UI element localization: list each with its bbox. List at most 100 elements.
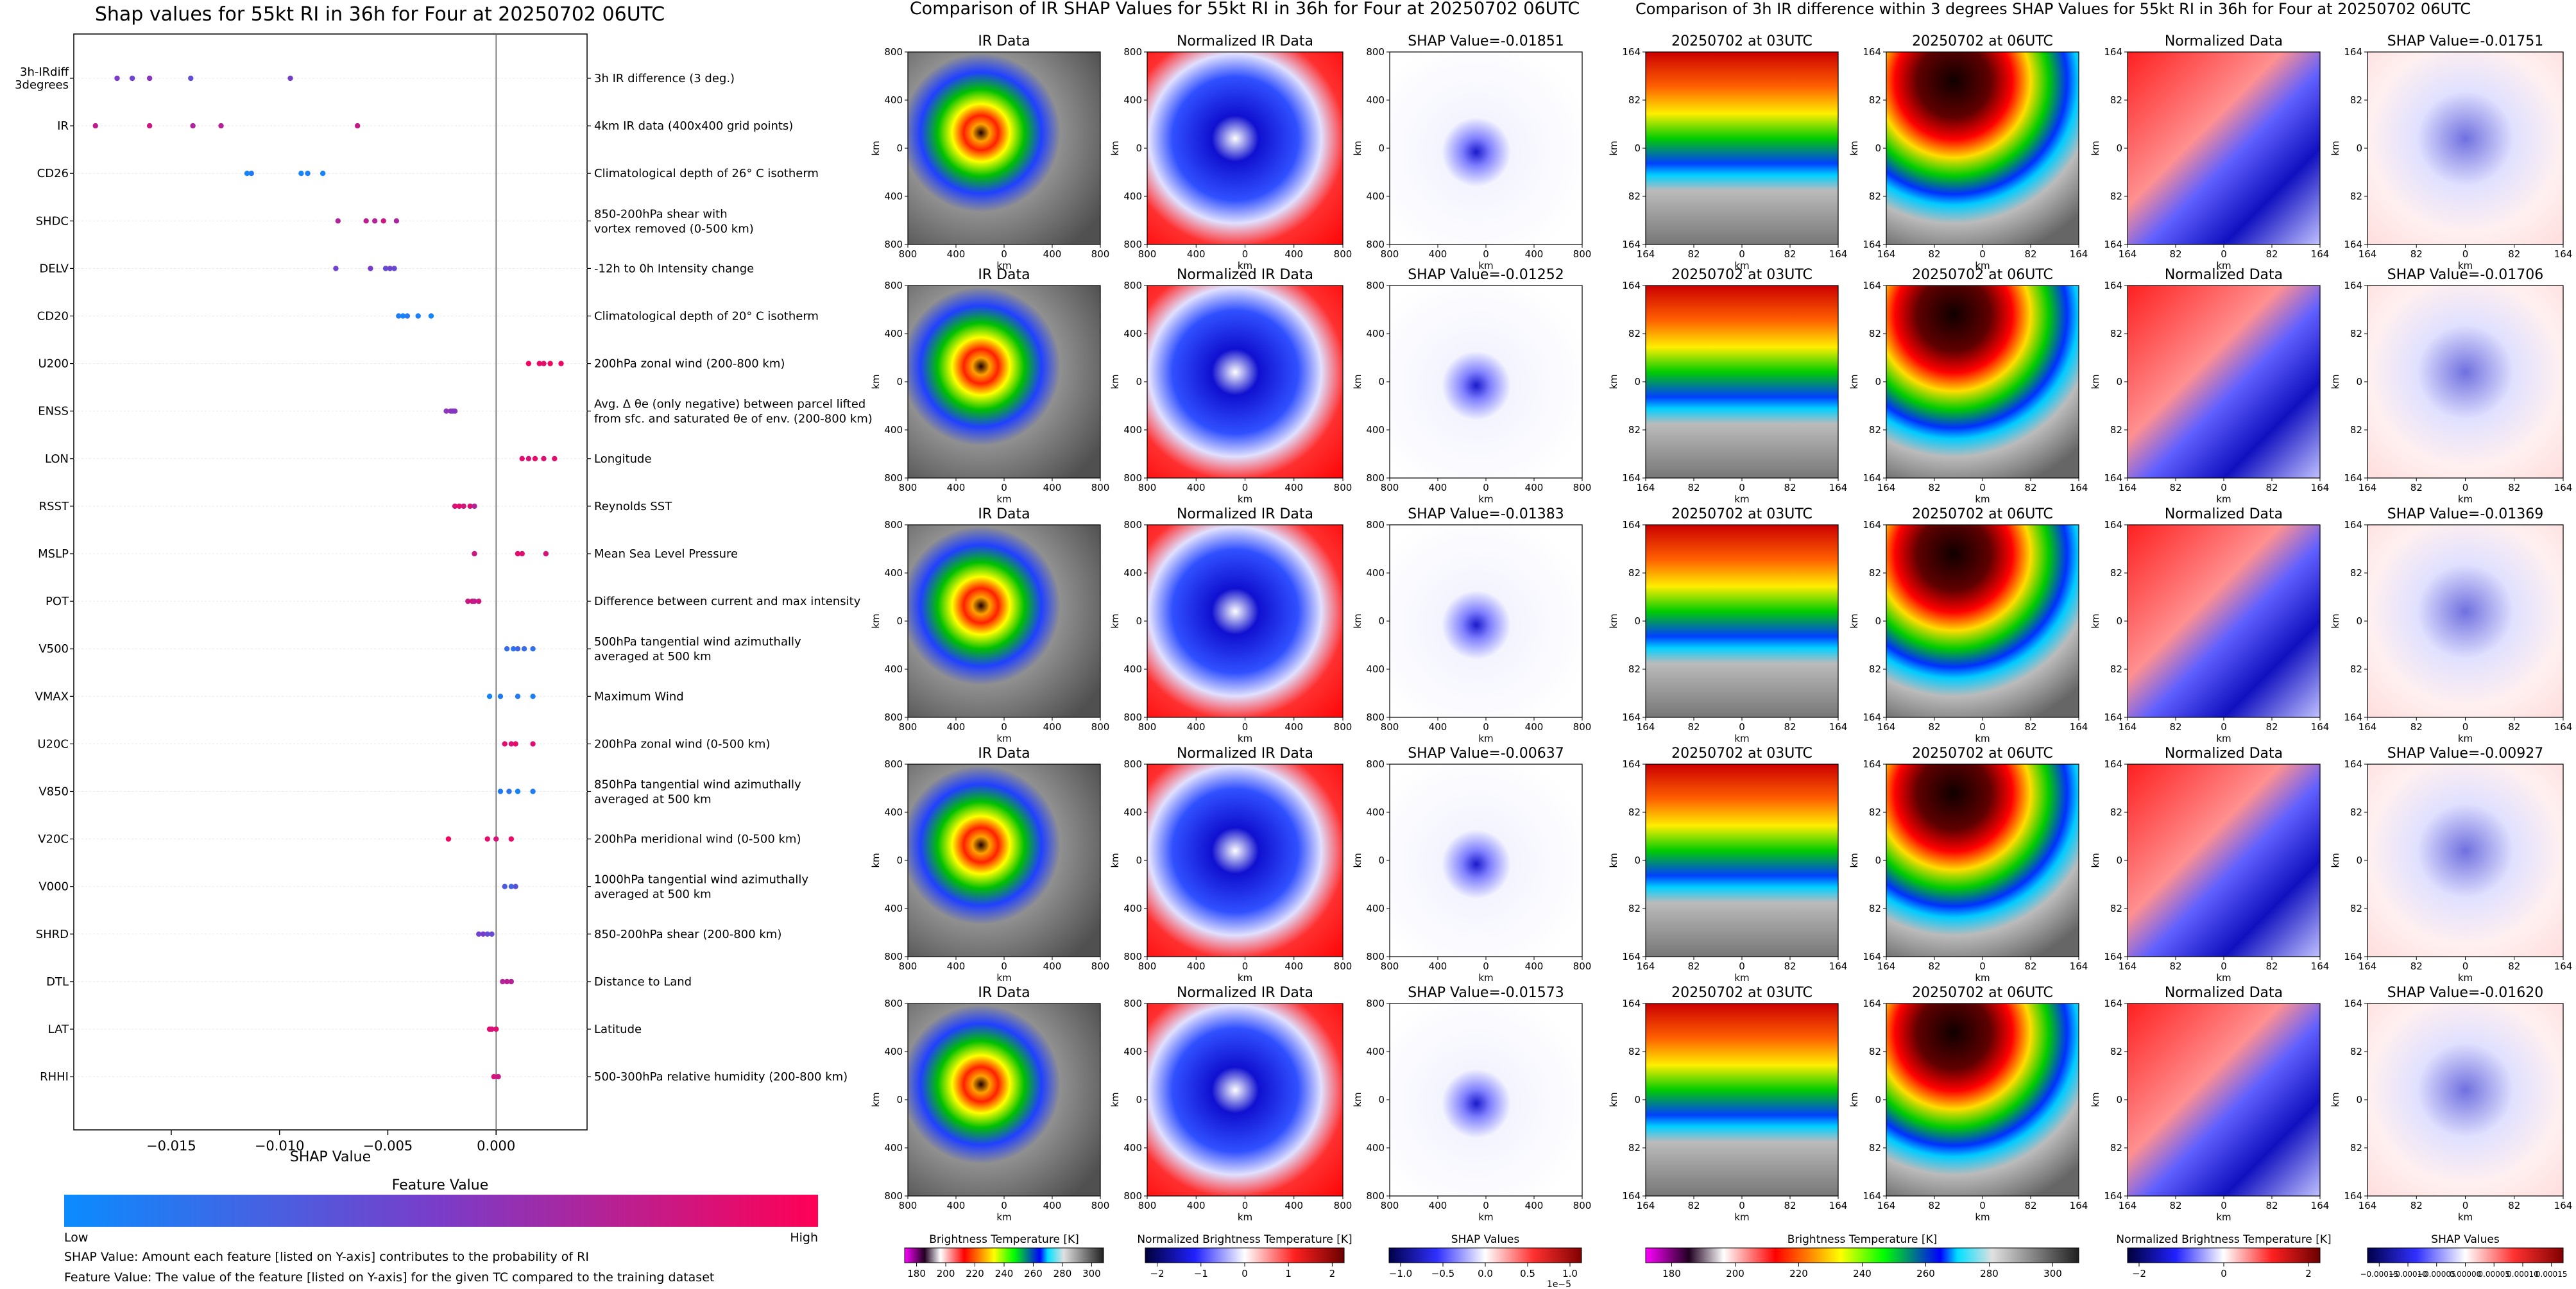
shap-point [335, 218, 341, 224]
x-tick-label: 0 [1242, 960, 1249, 972]
panel-image [1886, 764, 2079, 957]
colorbar-tick-label: −0.5 [1431, 1268, 1454, 1279]
x-tick-label: 0 [1739, 721, 1745, 733]
image-colorbars: Brightness Temperature [K]180 200 220 240 26… [904, 1233, 2568, 1289]
x-axis-label: km [996, 1211, 1011, 1223]
x-tick-label: 800 [1334, 960, 1352, 972]
y-tick-label: 0 [1875, 855, 1881, 866]
x-tick-label: 400 [1043, 721, 1062, 733]
panel-title: SHAP Value=-0.00637 [1408, 746, 1564, 762]
x-tick-label: 400 [1043, 482, 1062, 493]
y-axis-label: km [1848, 141, 1860, 155]
y-tick-label: 400 [1366, 903, 1385, 914]
y-tick-label: 400 [1123, 807, 1142, 818]
y-axis-label: km [2090, 141, 2101, 155]
y-tick-label: 0 [1378, 855, 1385, 866]
y-tick-label: 0 [2356, 855, 2362, 866]
colorbar-tick-label: 1.0 [1562, 1268, 1578, 1279]
x-tick-label: 82 [1784, 1200, 1796, 1211]
y-tick-label: 82 [1628, 1046, 1641, 1057]
shap-point [547, 361, 553, 366]
x-tick-label: 164 [2358, 1200, 2377, 1211]
x-tick-label: 0 [1739, 960, 1745, 972]
x-axis-label: km [996, 493, 1011, 505]
x-tick-label: 400 [1043, 960, 1062, 972]
y-tick-label: 0 [2116, 376, 2122, 388]
panel-title: 20250702 at 03UTC [1671, 506, 1813, 522]
y-tick-label: 0 [1378, 615, 1385, 627]
y-axis-label: km [1608, 1092, 1619, 1107]
y-axis-label: km [1352, 613, 1363, 628]
y-tick-label: 82 [2350, 328, 2362, 339]
colorbar-tick-label: −1 [1194, 1268, 1208, 1279]
panel-title: Normalized IR Data [1177, 506, 1313, 522]
y-axis-label: km [1109, 853, 1121, 867]
x-tick-label: 164 [1637, 248, 1655, 260]
panel-title: IR Data [978, 267, 1030, 283]
colorbar-strip [2367, 1247, 2564, 1263]
colorbar-label: Normalized Brightness Temperature [K] [2116, 1233, 2331, 1246]
panel-image [907, 1003, 1101, 1197]
feature-desc-label: 850-200hPa shear with vortex removed (0-5… [594, 207, 754, 235]
shap-point [519, 456, 525, 461]
x-tick-label: 800 [1138, 960, 1157, 972]
x-tick-label: −0.010 [255, 1138, 305, 1154]
x-tick-label: 82 [2169, 1200, 2181, 1211]
panel-image [1389, 1003, 1583, 1197]
feature-colorbar [64, 1195, 818, 1227]
y-tick-label: 164 [1863, 280, 1881, 291]
y-tick-label: 0 [896, 142, 903, 154]
shap-point [500, 978, 506, 985]
panel-image [1886, 1003, 2079, 1197]
y-tick-label: 164 [1622, 519, 1641, 531]
x-tick-label: 0 [2221, 248, 2227, 260]
x-tick-label: 0 [1483, 1200, 1489, 1211]
y-tick-label: 164 [2344, 472, 2362, 484]
colorbar-tick-label: 260 [1024, 1268, 1043, 1279]
x-tick-label: 400 [1284, 482, 1303, 493]
x-axis-label: km [1734, 733, 1749, 744]
x-tick-label: 400 [1187, 248, 1206, 260]
x-tick-label: 0 [2462, 960, 2469, 972]
colorbar-label: SHAP Values [2431, 1233, 2500, 1246]
x-tick-label: 800 [899, 482, 917, 493]
x-tick-label: 164 [1637, 960, 1655, 972]
panel-title: Normalized IR Data [1177, 33, 1313, 49]
y-tick-label: 82 [1869, 328, 1881, 339]
shap-point [443, 408, 449, 414]
x-axis-label: km [2458, 493, 2473, 505]
y-tick-label: 400 [1123, 424, 1142, 436]
y-tick-label: 400 [884, 1142, 903, 1154]
x-tick-label: 82 [2410, 960, 2423, 972]
panel-image [1389, 764, 1583, 957]
y-tick-label: 164 [2104, 519, 2122, 531]
y-axis-label: km [870, 853, 882, 867]
y-tick-label: 82 [1628, 191, 1641, 202]
colorbar-label: Normalized Brightness Temperature [K] [1137, 1233, 1352, 1246]
colorbar-tick-label: 300 [2043, 1268, 2062, 1279]
ir-shap-panel: SHAP Value=-0.01252800800400400004004008… [1352, 267, 1591, 505]
panel-title: IR Data [978, 506, 1030, 522]
colorbar-tick-label: 200 [937, 1268, 955, 1279]
mid-bt-colorbar: Brightness Temperature [K] 180 200 220 240 26… [904, 1233, 1104, 1279]
y-tick-label: 164 [1622, 239, 1641, 250]
shap-point [428, 313, 434, 319]
panel-title: Normalized Data [2165, 33, 2283, 49]
x-axis-label: km [1975, 733, 1990, 744]
x-tick-label: 164 [1877, 482, 1896, 493]
y-tick-label: 0 [896, 615, 903, 627]
shap-point [493, 836, 499, 842]
colorbar-tick-label: 220 [966, 1268, 984, 1279]
shap-point [525, 456, 532, 461]
feature-desc-label: Climatological depth of 20° C isotherm [594, 310, 819, 323]
y-tick-label: 400 [1366, 328, 1385, 339]
shap-point [530, 694, 536, 699]
y-tick-label: 0 [2356, 1094, 2362, 1105]
x-tick-label: 0 [1483, 721, 1489, 733]
feature-desc-label: 1000hPa tangential wind azimuthally avera… [594, 873, 808, 901]
panel-title: SHAP Value=-0.01706 [2387, 267, 2544, 283]
x-tick-label: 400 [1429, 721, 1447, 733]
y-tick-label: 164 [1622, 1190, 1641, 1202]
